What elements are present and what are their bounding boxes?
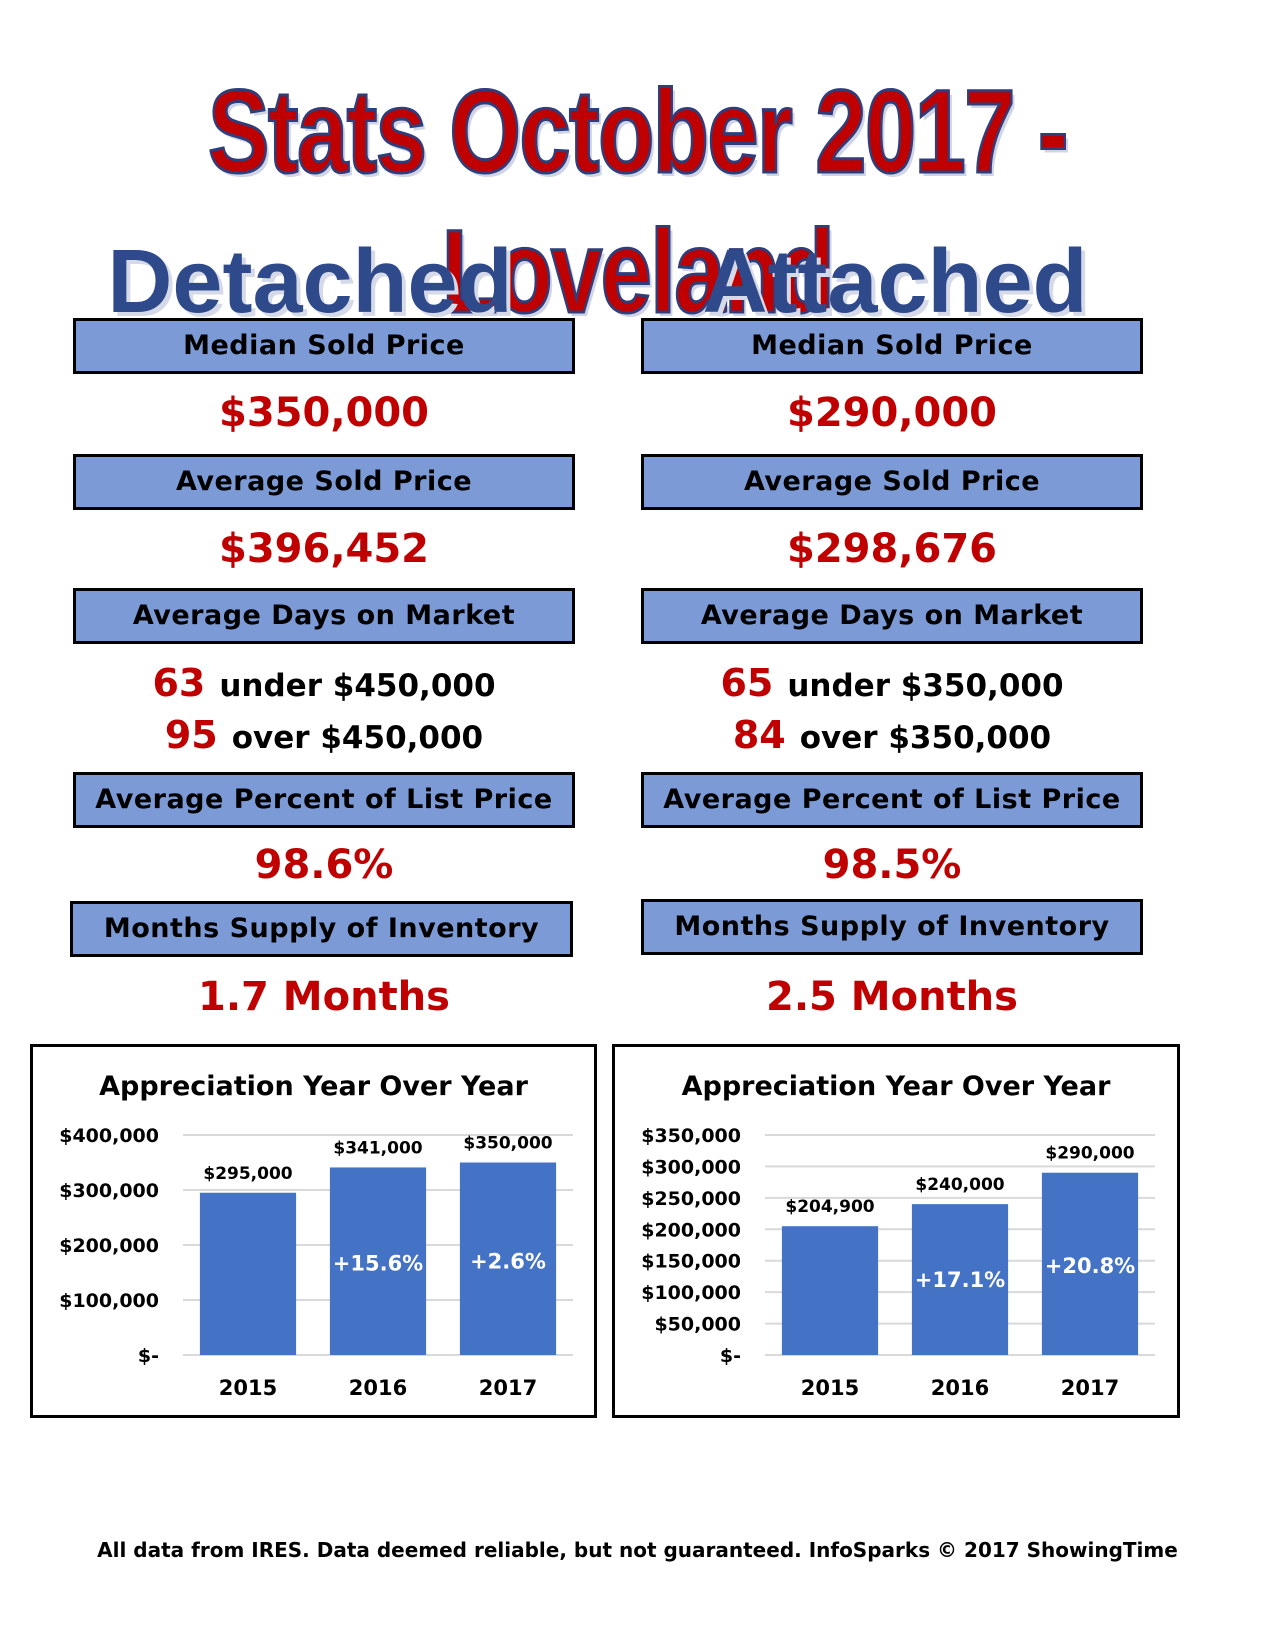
- detached-heading: Detached: [107, 232, 513, 332]
- attached-chart-ytick-label: $200,000: [641, 1219, 741, 1241]
- attached-chart-svg: $- $50,000 $100,000 $150,000 $200,000 $250,00…: [641, 1125, 1155, 1400]
- detached-dom-under: 63 under $450,000: [24, 658, 624, 711]
- detached-chart-value-label: $350,000: [463, 1134, 552, 1154]
- detached-dom-over-num: 95: [164, 713, 218, 757]
- attached-median-value: $290,000: [786, 390, 998, 436]
- detached-dom-over-text: over $450,000: [231, 720, 484, 756]
- detached-chart-value-label: $341,000: [333, 1138, 422, 1158]
- detached-chart-svg: $- $100,000 $200,000 $300,000 $400,000 $295,0…: [59, 1125, 573, 1400]
- detached-chart-ytick-label: $400,000: [59, 1125, 159, 1147]
- attached-pct-value: 98.5%: [822, 842, 962, 888]
- attached-chart-bar-2015: [781, 1226, 879, 1355]
- attached-supply-value: 2.5 Months: [766, 974, 1018, 1020]
- detached-chart-ytick-label: $200,000: [59, 1235, 159, 1257]
- attached-chart-value-label: $240,000: [915, 1175, 1004, 1195]
- attached-chart-value-label: $290,000: [1045, 1144, 1134, 1164]
- detached-chart: Appreciation Year Over Year $- $100,000 $2…: [30, 1044, 597, 1418]
- attached-chart-xtick-label: 2017: [1061, 1376, 1119, 1400]
- detached-chart-xtick-label: 2017: [479, 1376, 537, 1400]
- attached-chart-xtick-label: 2016: [931, 1376, 989, 1400]
- detached-average-value: $396,452: [218, 526, 430, 572]
- attached-chart-title: Appreciation Year Over Year: [681, 1071, 1111, 1102]
- attached-chart-ytick-label: $350,000: [641, 1125, 741, 1147]
- detached-dom-under-num: 63: [152, 661, 206, 705]
- detached-chart-change-label: +2.6%: [470, 1249, 546, 1273]
- footer-disclaimer: All data from IRES. Data deemed reliable…: [97, 1538, 1178, 1562]
- attached-dom-under-text: under $350,000: [787, 668, 1064, 704]
- attached-chart: Appreciation Year Over Year $- $50,000 $10…: [612, 1044, 1180, 1418]
- attached-chart-ytick-label: $-: [720, 1345, 741, 1367]
- detached-chart-bar-2017: [459, 1162, 557, 1355]
- attached-heading: Attached: [702, 232, 1088, 332]
- attached-chart-value-label: $204,900: [785, 1197, 874, 1217]
- detached-chart-ytick-label: $100,000: [59, 1290, 159, 1312]
- detached-chart-bar-2016: [329, 1167, 427, 1355]
- attached-dom-under: 65 under $350,000: [592, 658, 1192, 711]
- attached-dom-over-text: over $350,000: [799, 720, 1052, 756]
- detached-chart-bar-2015: [199, 1192, 297, 1355]
- attached-supply-label: Months Supply of Inventory: [641, 899, 1143, 955]
- detached-chart-xtick-label: 2015: [219, 1376, 277, 1400]
- detached-chart-ytick-label: $300,000: [59, 1180, 159, 1202]
- detached-supply-value: 1.7 Months: [198, 974, 450, 1020]
- attached-chart-xtick-label: 2015: [801, 1376, 859, 1400]
- attached-chart-change-label: +20.8%: [1045, 1254, 1135, 1278]
- attached-chart-ytick-label: $100,000: [641, 1282, 741, 1304]
- detached-supply-label: Months Supply of Inventory: [70, 901, 573, 957]
- attached-median-label: Median Sold Price: [641, 318, 1143, 374]
- attached-average-label: Average Sold Price: [641, 454, 1143, 510]
- attached-dom-label: Average Days on Market: [641, 588, 1143, 644]
- detached-pct-value: 98.6%: [254, 842, 394, 888]
- attached-chart-bar-2016: [911, 1204, 1009, 1355]
- detached-chart-title: Appreciation Year Over Year: [99, 1071, 528, 1102]
- detached-pct-label: Average Percent of List Price: [73, 772, 575, 828]
- attached-dom-over-num: 84: [732, 713, 786, 757]
- attached-chart-bar-2017: [1041, 1172, 1139, 1355]
- attached-chart-ytick-label: $50,000: [654, 1314, 741, 1336]
- detached-chart-ytick-label: $-: [138, 1345, 159, 1367]
- attached-chart-ytick-label: $300,000: [641, 1156, 741, 1178]
- page-title: Stats October 2017 - Loveland: [207, 65, 1070, 340]
- attached-dom-over: 84 over $350,000: [592, 710, 1192, 763]
- detached-chart-xtick-label: 2016: [349, 1376, 407, 1400]
- attached-chart-ytick-label: $150,000: [641, 1251, 741, 1273]
- detached-median-value: $350,000: [218, 390, 430, 436]
- attached-dom-under-num: 65: [720, 661, 774, 705]
- detached-dom-label: Average Days on Market: [73, 588, 575, 644]
- detached-chart-change-label: +15.6%: [333, 1252, 423, 1276]
- attached-average-value: $298,676: [786, 526, 998, 572]
- detached-dom-under-text: under $450,000: [219, 668, 496, 704]
- detached-median-label: Median Sold Price: [73, 318, 575, 374]
- detached-dom-over: 95 over $450,000: [24, 710, 624, 763]
- detached-average-label: Average Sold Price: [73, 454, 575, 510]
- attached-chart-change-label: +17.1%: [915, 1268, 1005, 1292]
- detached-chart-value-label: $295,000: [203, 1164, 292, 1184]
- attached-pct-label: Average Percent of List Price: [641, 772, 1143, 828]
- attached-chart-ytick-label: $250,000: [641, 1188, 741, 1210]
